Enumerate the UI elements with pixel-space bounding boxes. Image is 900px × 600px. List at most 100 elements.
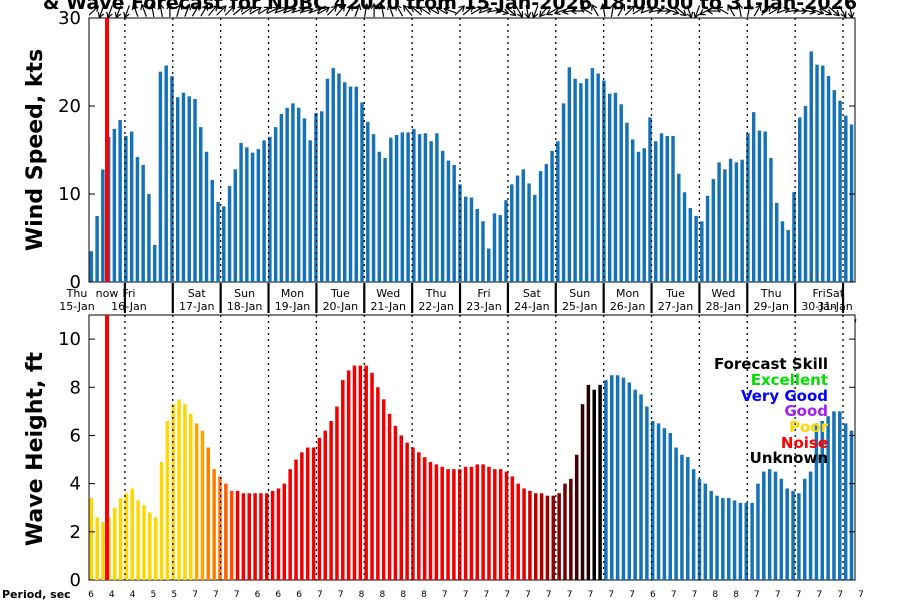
wave-bar <box>703 483 708 580</box>
wind-bar <box>723 169 727 282</box>
day-date: 19-Jan <box>275 300 311 313</box>
wind-bar <box>124 135 128 282</box>
wave-bar <box>832 411 836 580</box>
wave-bar <box>767 469 772 580</box>
day-weekday: Thu <box>66 287 88 300</box>
period-value: 8 <box>421 590 427 600</box>
wave-bar <box>183 404 187 580</box>
day-date: 31-Jan <box>817 300 853 313</box>
wind-bar <box>682 192 687 282</box>
period-value: 6 <box>650 590 656 600</box>
wave-ytick-label: 4 <box>70 474 81 495</box>
wind-bar <box>291 103 295 282</box>
day-weekday: Sat <box>188 287 207 300</box>
wind-ytick-label: 10 <box>58 184 81 205</box>
day-strip-bg <box>89 283 855 313</box>
wind-dir-arrow <box>600 2 607 18</box>
wind-dir-arrow <box>515 5 523 19</box>
wave-bar <box>440 466 444 580</box>
wind-bar <box>550 150 554 282</box>
wave-bar <box>352 365 357 580</box>
wind-bar <box>792 192 796 282</box>
day-weekday: Sun <box>569 287 590 300</box>
wave-bar <box>580 404 585 580</box>
wind-bar <box>803 106 808 282</box>
wave-bar <box>510 476 515 580</box>
period-value: 6 <box>88 590 94 600</box>
wind-bar <box>170 76 174 282</box>
wave-bar <box>645 406 649 580</box>
day-weekday: Sat <box>826 287 845 300</box>
wave-bar <box>697 478 702 580</box>
wind-dir-arrow <box>208 4 218 16</box>
wave-bar <box>177 399 181 580</box>
wind-dir-arrow <box>632 6 646 15</box>
period-value: 5 <box>151 590 157 600</box>
wind-dir-arrow <box>736 2 744 18</box>
wind-dir-arrow <box>617 3 626 17</box>
wind-bar <box>199 127 203 283</box>
wave-bar <box>849 430 854 580</box>
wave-bar <box>744 502 749 580</box>
wind-bar <box>757 130 762 282</box>
wave-bar <box>475 464 480 580</box>
wind-bar <box>619 104 623 283</box>
forecast-skill-legend: Forecast Skill Excellent Very Good Good … <box>714 355 829 467</box>
wind-dir-arrow <box>241 6 254 15</box>
wave-bar <box>393 425 398 580</box>
wave-bar <box>241 493 246 580</box>
wave-bar <box>797 493 801 580</box>
wind-bar <box>504 200 508 282</box>
wind-bar <box>152 245 157 282</box>
wind-dir-arrow <box>624 5 636 16</box>
wind-bar <box>774 202 779 282</box>
wind-bar <box>607 93 612 283</box>
chart-title: & Wave Forecast for NDBC 42020 from 15-J… <box>43 0 857 14</box>
wave-bar <box>148 512 152 580</box>
wave-bar <box>598 384 602 580</box>
period-value: 6 <box>275 590 281 600</box>
wave-bar <box>522 488 526 580</box>
wind-bar <box>815 64 819 282</box>
wave-bar <box>709 490 713 580</box>
wave-bar <box>405 442 409 580</box>
wave-bar <box>457 469 462 580</box>
wave-bar <box>422 457 427 580</box>
wind-bar <box>354 86 358 282</box>
wave-ytick-label: 2 <box>70 522 81 543</box>
wave-bar <box>370 372 374 580</box>
wave-bar <box>112 507 117 580</box>
wind-bar <box>648 117 652 282</box>
wind-ytick-label: 30 <box>58 8 81 29</box>
day-date: 30-Jan <box>801 300 837 313</box>
wave-bar <box>808 471 813 580</box>
wind-dir-arrow <box>745 2 753 18</box>
legend-good: Good <box>784 402 828 420</box>
wave-bar <box>446 469 450 580</box>
wind-bar <box>498 215 502 282</box>
wind-bar <box>642 148 646 282</box>
wave-bar <box>738 502 743 580</box>
wind-bar <box>458 184 462 282</box>
wind-bar <box>590 68 595 282</box>
wind-dir-arrow <box>88 5 100 16</box>
wave-bar <box>288 469 292 580</box>
wave-bar <box>516 483 520 580</box>
wind-dir-arrow <box>609 2 617 18</box>
wave-bar <box>802 478 807 580</box>
wave-bar <box>481 464 485 580</box>
wind-bar <box>158 71 163 283</box>
wind-dir-arrow <box>216 5 227 16</box>
wave-bar <box>791 490 795 580</box>
wave-bar <box>270 490 275 580</box>
wave-bar <box>346 370 351 580</box>
wave-bar <box>838 411 842 580</box>
wind-bar <box>809 51 813 282</box>
day-date: 15-Jan <box>59 300 95 313</box>
wind-bar <box>296 107 301 282</box>
wave-bar <box>95 517 99 580</box>
wind-dir-arrow <box>200 3 209 17</box>
day-weekday: Wed <box>711 287 735 300</box>
wind-bar <box>285 107 289 282</box>
wave-bar <box>381 399 386 580</box>
